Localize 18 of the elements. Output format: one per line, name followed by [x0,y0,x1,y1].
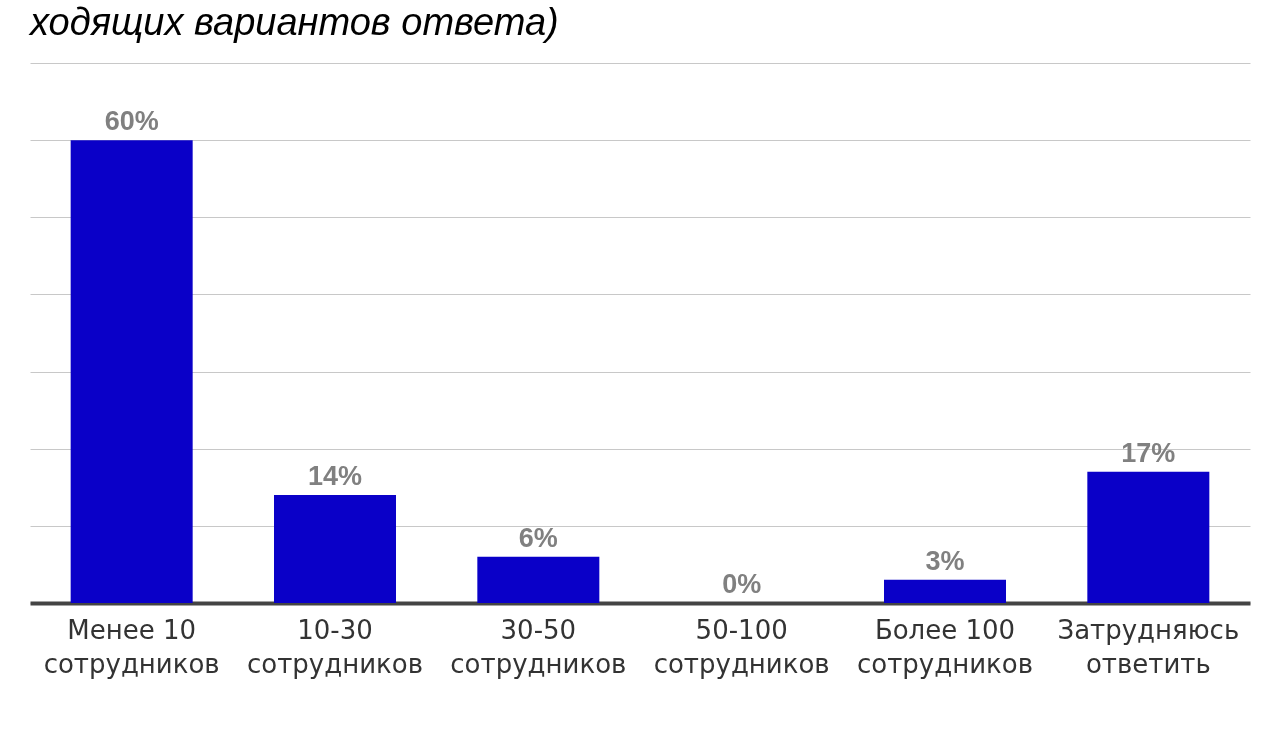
x-tick-label: Затрудняюсь ответить [1057,614,1240,679]
data-label: 6% [518,522,558,553]
data-label: 14% [307,461,363,491]
x-tick-label: 30-50 сотрудников [450,614,627,679]
x-tick-label: Менее 10 сотрудников [43,614,220,679]
x-tick-label: 50-100 сотрудников [653,614,830,679]
bar [274,495,396,603]
bar [70,140,193,603]
bar [1087,471,1210,603]
data-label: 3% [925,545,965,576]
bar [477,556,600,603]
chart-title: ходящих вариантов ответа) [28,1,559,43]
x-tick-label: 10-30 сотрудников [246,614,424,679]
bar [884,579,1006,603]
data-label: 60% [104,106,159,137]
data-label: 17% [1121,437,1176,468]
data-label: 0% [722,569,762,599]
x-tick-label: Более 100 сотрудников [856,614,1034,679]
